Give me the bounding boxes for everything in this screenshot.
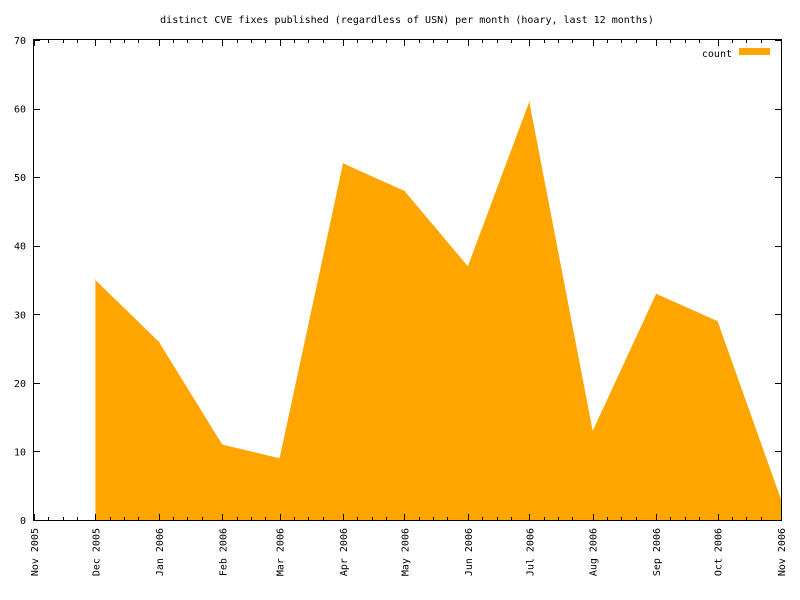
x-tick-label: Jun 2006 (464, 528, 475, 576)
plot-frame (33, 39, 782, 521)
x-tick-label: Sep 2006 (652, 528, 663, 576)
data-point-7 (467, 265, 469, 267)
chart-title: distinct CVE fixes published (regardless… (160, 15, 654, 26)
area-series-count (95, 101, 781, 520)
data-point-4 (279, 457, 281, 459)
x-tick-label: Oct 2006 (714, 528, 725, 576)
y-tick-label: 50 (14, 173, 26, 184)
x-tick-label: Apr 2006 (339, 528, 350, 576)
data-point-1 (94, 279, 96, 281)
data-point-8 (528, 101, 530, 103)
x-tick-label: Feb 2006 (218, 528, 229, 576)
x-tick-label: Nov 2006 (777, 528, 788, 576)
y-tick-label: 30 (14, 310, 26, 321)
legend-label: count (702, 49, 732, 60)
x-tick-label: Dec 2005 (91, 528, 102, 576)
x-tick-label: Jan 2006 (155, 528, 166, 576)
x-tick-label: Jul 2006 (525, 528, 536, 576)
data-point-10 (655, 293, 657, 295)
y-axis: 0 10 20 30 40 50 60 70 (14, 36, 781, 527)
y-tick-label: 70 (14, 36, 26, 47)
data-point-3 (221, 444, 223, 446)
y-tick-label: 20 (14, 379, 26, 390)
x-tick-label: May 2006 (400, 528, 411, 576)
x-tick-label: Nov 2005 (30, 528, 41, 576)
x-axis: Nov 2005 Dec 2005 Jan 2006 Feb 2006 Mar 2006… (30, 40, 788, 576)
data-point-6 (403, 190, 405, 192)
data-point-11 (717, 320, 719, 322)
data-point-5 (342, 162, 344, 164)
y-tick-label: 40 (14, 242, 26, 253)
data-point-9 (592, 430, 594, 432)
x-tick-label: Mar 2006 (276, 528, 287, 576)
area-layer (94, 101, 782, 520)
legend-swatch (739, 48, 770, 55)
y-tick-label: 0 (20, 516, 26, 527)
y-tick-label: 60 (14, 105, 26, 116)
x-tick-label: Aug 2006 (589, 528, 600, 576)
legend: count (702, 48, 770, 60)
data-point-2 (158, 341, 160, 343)
y-tick-label: 10 (14, 447, 26, 458)
